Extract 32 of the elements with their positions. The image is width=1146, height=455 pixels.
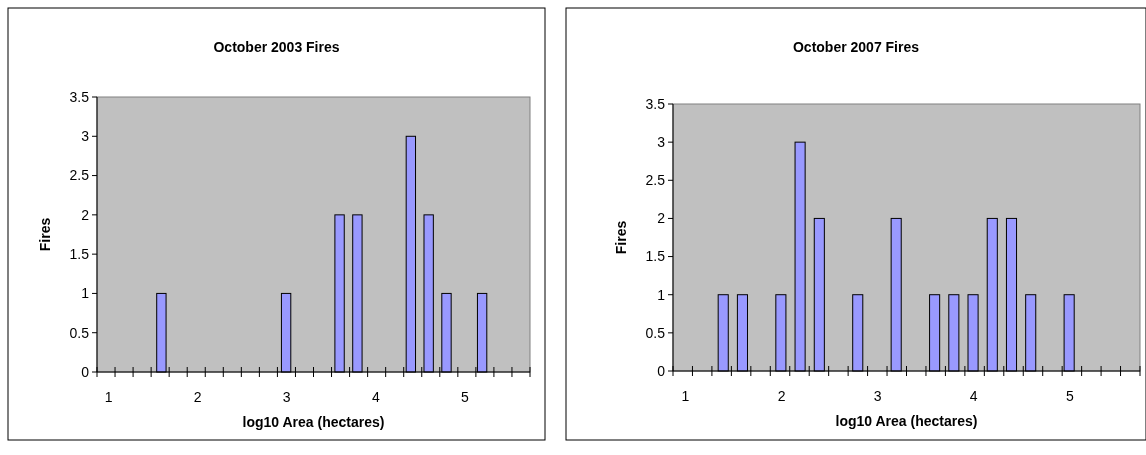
- y-tick-label: 3.5: [645, 95, 666, 112]
- x-tick-label: 2: [777, 388, 786, 404]
- x-tick-label: 2: [193, 389, 202, 405]
- y-tick-label: 3: [81, 128, 90, 145]
- x-tick-label: 1: [681, 388, 690, 404]
- y-tick-label: 2.5: [645, 172, 666, 189]
- y-tick-label: 3: [657, 134, 666, 151]
- chart-title: October 2007 Fires: [792, 39, 920, 55]
- y-tick-label: 2.5: [69, 167, 90, 184]
- y-tick-label: 0.5: [69, 324, 90, 341]
- y-tick-label: 2: [81, 206, 90, 223]
- y-tick-label: 1.5: [645, 248, 666, 265]
- chart-title: October 2003 Fires: [213, 39, 340, 55]
- x-axis-title: log10 Area (hectares): [835, 413, 978, 429]
- y-axis-title: Fires: [613, 220, 629, 255]
- x-tick-label: 5: [1065, 388, 1074, 404]
- y-tick-label: 2: [657, 210, 666, 227]
- x-tick-label: 3: [873, 388, 882, 404]
- x-tick-label: 4: [371, 389, 380, 405]
- y-tick-label: 1: [81, 285, 90, 302]
- x-axis-title: log10 Area (hectares): [242, 414, 385, 430]
- x-tick-label: 3: [282, 389, 291, 405]
- x-tick-label: 5: [461, 389, 470, 405]
- y-tick-label: 0.5: [645, 324, 666, 341]
- y-tick-label: 1: [657, 286, 666, 303]
- y-tick-label: 1.5: [69, 246, 90, 263]
- x-tick-label: 1: [104, 389, 113, 405]
- y-tick-label: 3.5: [69, 88, 90, 105]
- y-axis-title: Fires: [37, 217, 53, 252]
- y-tick-label: 0: [657, 362, 666, 379]
- y-tick-label: 0: [81, 363, 90, 380]
- x-tick-label: 4: [969, 388, 978, 404]
